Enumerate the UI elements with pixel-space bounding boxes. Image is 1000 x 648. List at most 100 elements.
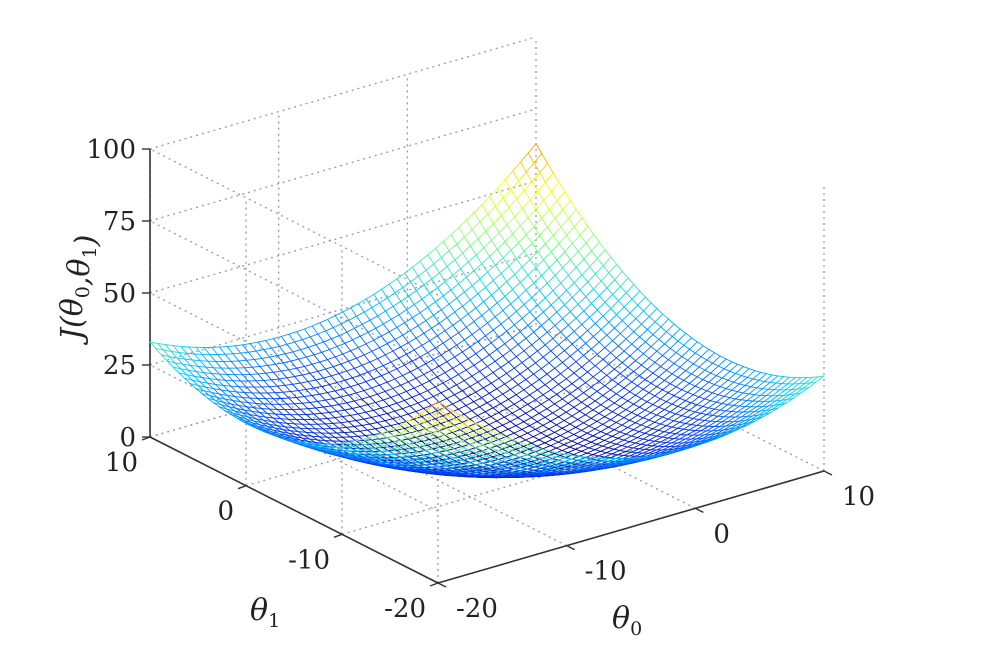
- wire-segment: [688, 441, 696, 443]
- wire-segment: [623, 298, 633, 308]
- wire-segment: [535, 259, 544, 269]
- wire-segment: [457, 405, 467, 410]
- wire-segment: [309, 370, 319, 374]
- wire-segment: [249, 397, 257, 404]
- wire-segment: [523, 421, 530, 427]
- wire-segment: [351, 431, 359, 437]
- wire-segment: [402, 420, 410, 425]
- wire-segment: [584, 409, 594, 416]
- wire-segment: [274, 427, 284, 430]
- wire-segment: [543, 259, 550, 269]
- wire-segment: [640, 443, 648, 446]
- wire-segment: [596, 439, 605, 445]
- wire-segment: [270, 420, 280, 423]
- wire-segment: [408, 459, 418, 464]
- wire-segment: [445, 430, 453, 435]
- wire-segment: [533, 368, 542, 375]
- wire-segment: [247, 350, 257, 353]
- wire-segment: [382, 318, 392, 325]
- wire-segment: [370, 456, 380, 461]
- wire-segment: [550, 251, 558, 261]
- wire-segment: [380, 407, 388, 414]
- wire-segment: [305, 354, 315, 358]
- wire-segment: [430, 463, 439, 467]
- wire-segment: [427, 390, 434, 397]
- wire-segment: [463, 339, 471, 348]
- wire-segment: [479, 402, 488, 408]
- wire-segment: [370, 441, 378, 444]
- wire-segment: [315, 344, 323, 353]
- wire-segment: [278, 377, 288, 380]
- wire-segment: [440, 388, 450, 394]
- wire-segment: [679, 366, 687, 372]
- wire-segment: [511, 465, 520, 469]
- wire-segment: [532, 403, 542, 410]
- wire-segment: [437, 451, 447, 456]
- wire-segment: [635, 394, 642, 400]
- wire-segment: [395, 466, 405, 470]
- wire-segment: [742, 386, 752, 394]
- wire-segment: [733, 405, 740, 407]
- wire-segment: [704, 369, 712, 374]
- wire-segment: [536, 445, 544, 450]
- wire-segment: [571, 440, 579, 445]
- wire-segment: [496, 348, 504, 357]
- wire-segment: [708, 407, 715, 410]
- wire-segment: [509, 442, 519, 447]
- wire-segment: [345, 442, 355, 447]
- wire-segment: [580, 468, 588, 472]
- wire-segment: [417, 320, 427, 327]
- wire-segment: [238, 404, 245, 411]
- wire-segment: [473, 263, 483, 272]
- wire-segment: [621, 270, 629, 279]
- wire-segment: [425, 320, 433, 329]
- wire-segment: [481, 392, 490, 399]
- wire-segment: [529, 394, 536, 401]
- wire-segment: [518, 451, 528, 455]
- wire-segment: [575, 317, 583, 325]
- wire-segment: [347, 446, 355, 448]
- wire-segment: [388, 331, 396, 340]
- wire-segment: [517, 343, 525, 352]
- wire-segment: [327, 315, 336, 320]
- wire-segment: [474, 458, 482, 462]
- wire-segment: [366, 447, 374, 450]
- wire-segment: [243, 392, 251, 399]
- wire-segment: [319, 361, 326, 370]
- wire-segment: [571, 410, 581, 417]
- wire-segment: [594, 395, 604, 402]
- wire-segment: [394, 339, 402, 348]
- wire-segment: [211, 373, 220, 375]
- wire-segment: [380, 375, 388, 383]
- wire-segment: [525, 408, 534, 414]
- wire-segment: [236, 408, 245, 411]
- wire-segment: [598, 287, 608, 297]
- wire-segment: [435, 241, 444, 249]
- wire-segment: [485, 279, 494, 288]
- wire-segment: [184, 377, 193, 381]
- wire-segment: [385, 450, 395, 455]
- wire-segment: [629, 304, 639, 314]
- wire-segment: [504, 416, 511, 422]
- wire-segment: [400, 413, 409, 417]
- wire-segment: [496, 295, 506, 304]
- wire-segment: [677, 370, 687, 378]
- wire-segment: [606, 279, 616, 289]
- wire-segment: [656, 435, 663, 438]
- wire-segment: [609, 437, 619, 443]
- wire-segment: [546, 403, 556, 410]
- wire-segment: [501, 460, 511, 463]
- wire-segment: [439, 454, 447, 458]
- wire-segment: [299, 427, 307, 433]
- wire-segment: [536, 442, 546, 447]
- wire-segment: [520, 468, 528, 472]
- wire-segment: [305, 356, 313, 365]
- wire-segment: [418, 428, 426, 433]
- wire-segment: [717, 435, 725, 438]
- wire-segment: [554, 275, 562, 284]
- wire-segment: [382, 425, 392, 428]
- wire-segment: [468, 441, 476, 446]
- wire-segment: [419, 461, 426, 466]
- wire-segment: [466, 212, 475, 221]
- wire-segment: [318, 446, 326, 448]
